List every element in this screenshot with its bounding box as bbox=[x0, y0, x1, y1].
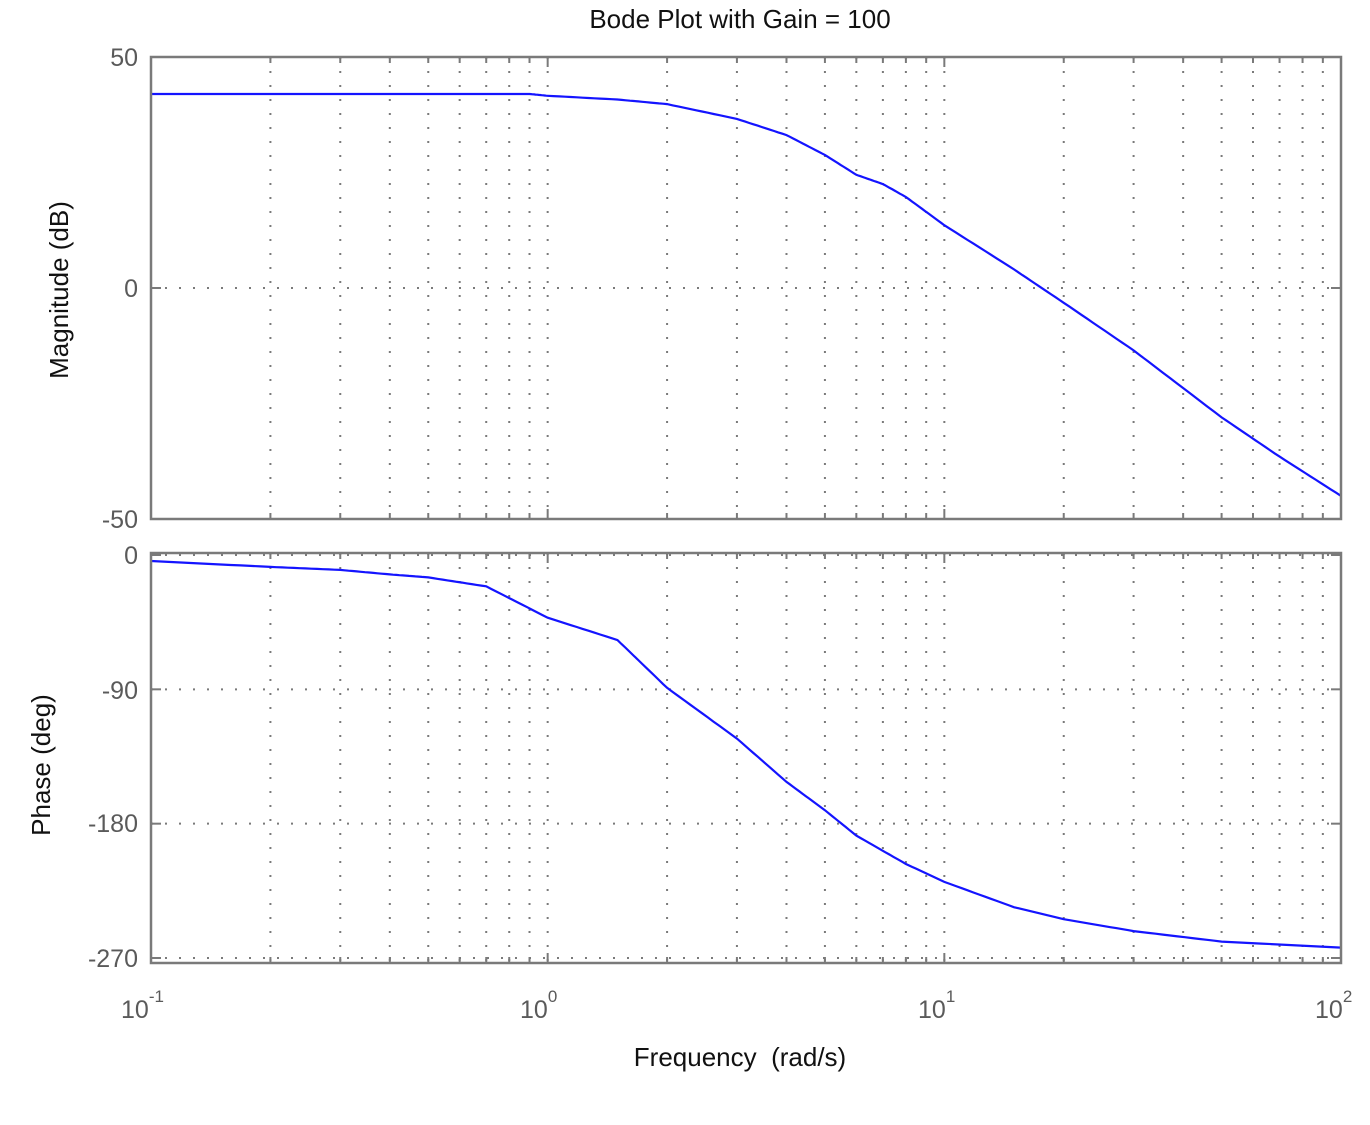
chart-title: Bode Plot with Gain = 100 bbox=[589, 4, 890, 34]
phase-tick-neg90: -90 bbox=[102, 677, 138, 705]
x-tick-10: 101 bbox=[918, 987, 955, 1024]
magnitude-tickmarks bbox=[151, 56, 1341, 520]
mag-tick-neg50: -50 bbox=[102, 506, 138, 534]
mag-tick-50: 50 bbox=[110, 44, 138, 72]
phase-tick-neg180: -180 bbox=[88, 810, 138, 838]
x-tick-0.1: 10-1 bbox=[121, 987, 164, 1024]
x-tick-1: 100 bbox=[520, 987, 557, 1024]
phase-tick-neg270: -270 bbox=[88, 945, 138, 973]
phase-panel: 0 -90 -180 -270 Phase (deg) bbox=[26, 542, 1343, 973]
magnitude-axes-frame bbox=[149, 55, 1343, 521]
magnitude-panel: 50 0 -50 Magnitude (dB) bbox=[44, 44, 1343, 534]
phase-tickmarks bbox=[151, 553, 1341, 963]
phase-grid bbox=[151, 553, 1341, 963]
phase-tick-0: 0 bbox=[124, 542, 138, 570]
magnitude-curve bbox=[151, 92, 1342, 497]
phase-ylabel: Phase (deg) bbox=[26, 694, 56, 836]
phase-curve bbox=[150, 559, 1342, 949]
x-tick-labels: 10-1 100 101 102 bbox=[121, 987, 1352, 1024]
magnitude-grid bbox=[151, 56, 1341, 520]
mag-tick-0: 0 bbox=[124, 275, 138, 303]
magnitude-ylabel: Magnitude (dB) bbox=[44, 201, 74, 379]
x-tick-100: 102 bbox=[1315, 987, 1352, 1024]
x-axis-label: Frequency (rad/s) bbox=[634, 1042, 846, 1072]
phase-axes-frame bbox=[149, 551, 1343, 965]
